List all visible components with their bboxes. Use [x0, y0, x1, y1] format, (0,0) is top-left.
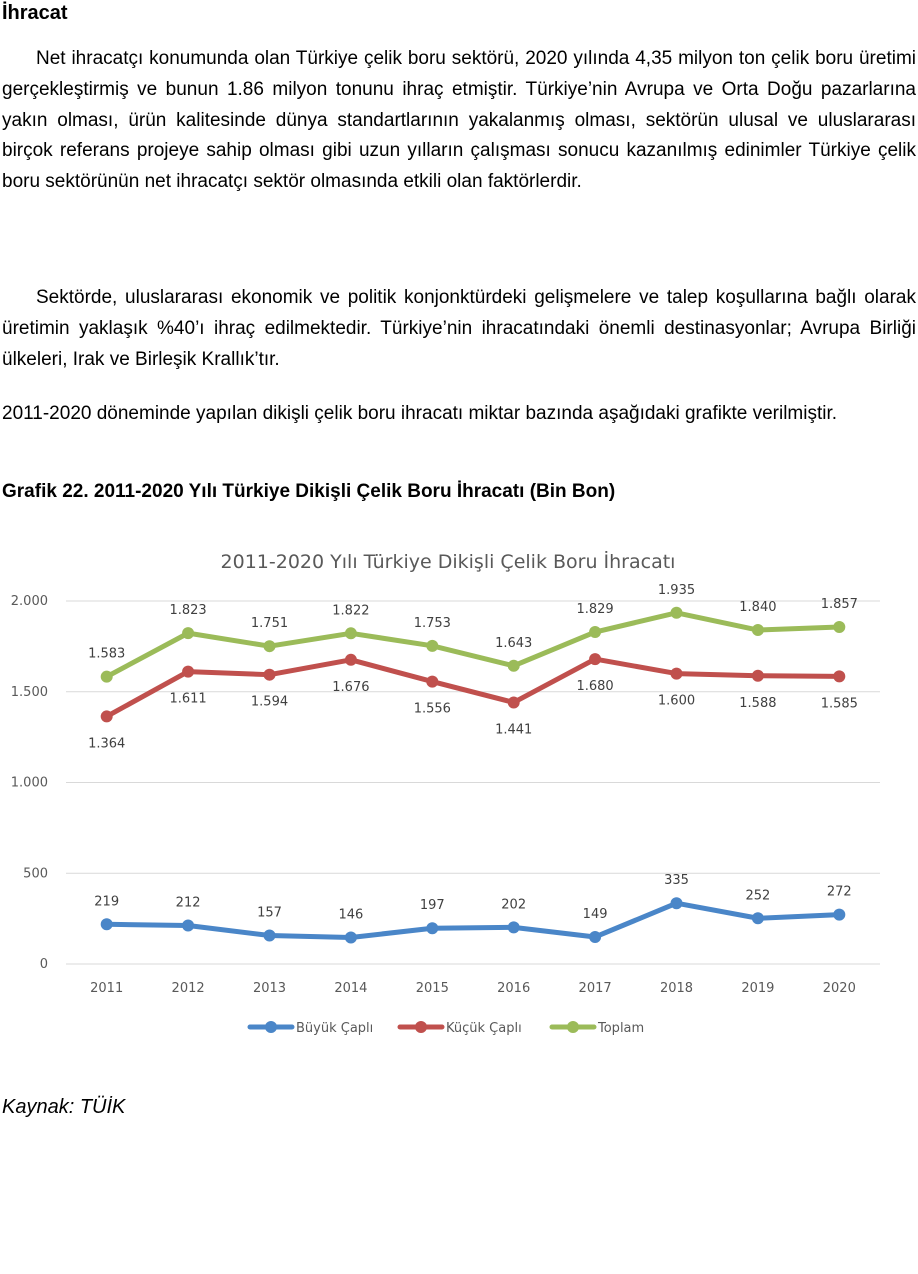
data-point-büyük-çaplı [100, 918, 113, 931]
data-point-büyük-çaplı [751, 912, 764, 925]
x-tick-label: 2013 [253, 981, 286, 996]
x-tick-label: 2018 [660, 981, 693, 996]
legend-marker-toplam [567, 1021, 579, 1033]
x-tick-label: 2012 [172, 981, 205, 996]
data-label-küçük-çaplı: 1.600 [658, 694, 695, 709]
legend-label-küçük-çaplı: Küçük Çaplı [446, 1021, 522, 1036]
data-point-büyük-çaplı [589, 930, 602, 943]
x-tick-label: 2014 [334, 981, 367, 996]
data-label-toplam: 1.583 [88, 647, 125, 662]
data-point-toplam [263, 640, 276, 653]
y-axis-ticks: 0 500 1.000 1.500 2.000 [11, 594, 48, 972]
data-point-toplam [751, 624, 764, 637]
legend-marker-küçük-çaplı [415, 1021, 427, 1033]
data-label-küçük-çaplı: 1.611 [169, 692, 206, 707]
data-point-büyük-çaplı [344, 931, 357, 944]
paragraph-1: Net ihracatçı konumunda olan Türkiye çel… [2, 48, 916, 193]
data-point-küçük-çaplı [751, 669, 764, 682]
series-line-toplam [104, 610, 842, 680]
x-tick-label: 2016 [497, 981, 530, 996]
x-axis-ticks: 2011 2012 2013 2014 2015 2016 2017 2018 2019 2020 [90, 981, 856, 996]
data-label-toplam: 1.822 [332, 603, 369, 618]
data-point-küçük-çaplı [833, 670, 846, 683]
data-point-toplam [589, 626, 602, 639]
line-chart: 2011-2020 Yılı Türkiye Dikişli Çelik Bor… [11, 550, 880, 1036]
figure-caption: Grafik 22. 2011-2020 Yılı Türkiye Dikişl… [2, 481, 616, 502]
legend: Büyük Çaplı Küçük Çaplı Toplam [247, 1021, 644, 1036]
data-label-küçük-çaplı: 1.585 [821, 696, 858, 711]
x-tick-label: 2015 [416, 981, 449, 996]
series-group [100, 606, 846, 944]
data-label-toplam: 1.857 [821, 597, 858, 612]
data-label-toplam: 1.829 [576, 602, 613, 617]
grid-lines [66, 600, 880, 965]
y-tick-label: 1.000 [11, 776, 48, 791]
legend-marker-büyük-çaplı [265, 1021, 277, 1033]
data-label-toplam: 1.840 [739, 600, 776, 615]
y-tick-label: 2.000 [11, 594, 48, 609]
data-point-büyük-çaplı [263, 929, 276, 942]
x-tick-label: 2017 [579, 981, 612, 996]
data-point-toplam [670, 606, 683, 619]
data-label-büyük-çaplı: 197 [420, 898, 445, 913]
paragraph-2: Sektörde, uluslararası ekonomik ve polit… [2, 287, 916, 370]
data-label-büyük-çaplı: 146 [338, 908, 363, 923]
chart-title: 2011-2020 Yılı Türkiye Dikişli Çelik Bor… [221, 550, 676, 573]
data-point-büyük-çaplı [426, 922, 439, 935]
data-label-küçük-çaplı: 1.364 [88, 736, 125, 751]
series-line-büyük-çaplı [104, 900, 842, 941]
data-label-küçük-çaplı: 1.594 [251, 695, 288, 710]
data-point-küçük-çaplı [182, 665, 195, 678]
data-point-küçük-çaplı [344, 653, 357, 666]
legend-label-büyük-çaplı: Büyük Çaplı [296, 1021, 373, 1036]
data-point-toplam [833, 620, 846, 633]
x-tick-label: 2020 [823, 981, 856, 996]
data-label-toplam: 1.643 [495, 636, 532, 651]
data-label-büyük-çaplı: 252 [745, 888, 770, 903]
data-point-küçük-çaplı [589, 653, 602, 666]
data-label-büyük-çaplı: 149 [583, 907, 608, 922]
data-label-küçük-çaplı: 1.441 [495, 722, 532, 737]
data-label-küçük-çaplı: 1.676 [332, 680, 369, 695]
data-point-küçük-çaplı [670, 667, 683, 680]
data-label-büyük-çaplı: 212 [176, 896, 201, 911]
y-tick-label: 500 [23, 866, 48, 881]
data-labels: 219 212 157 146 197 202 149 335 252 272 1.364 1.611… [88, 583, 858, 923]
data-point-büyük-çaplı [182, 919, 195, 932]
data-label-küçük-çaplı: 1.556 [414, 702, 451, 717]
paragraph-3: 2011-2020 döneminde yapılan dikişli çeli… [2, 403, 838, 424]
data-label-büyük-çaplı: 202 [501, 897, 526, 912]
data-label-toplam: 1.823 [169, 603, 206, 618]
data-point-küçük-çaplı [426, 675, 439, 688]
data-label-toplam: 1.935 [658, 583, 695, 598]
data-point-toplam [182, 627, 195, 640]
data-point-küçük-çaplı [507, 696, 520, 709]
data-label-küçük-çaplı: 1.680 [576, 679, 613, 694]
data-label-büyük-çaplı: 335 [664, 873, 689, 888]
data-point-toplam [344, 627, 357, 640]
section-title: İhracat [2, 2, 68, 24]
series-line-küçük-çaplı [104, 656, 842, 719]
x-tick-label: 2019 [741, 981, 774, 996]
data-label-büyük-çaplı: 157 [257, 906, 282, 921]
y-tick-label: 0 [40, 957, 48, 972]
data-point-büyük-çaplı [833, 908, 846, 921]
data-point-büyük-çaplı [507, 921, 520, 934]
data-point-büyük-çaplı [670, 897, 683, 910]
data-point-toplam [426, 639, 439, 652]
data-label-büyük-çaplı: 219 [94, 894, 119, 909]
legend-label-toplam: Toplam [597, 1021, 644, 1036]
data-label-toplam: 1.751 [251, 616, 288, 631]
y-tick-label: 1.500 [11, 685, 48, 700]
data-point-küçük-çaplı [263, 668, 276, 681]
data-point-toplam [507, 659, 520, 672]
data-label-küçük-çaplı: 1.588 [739, 696, 776, 711]
data-point-toplam [100, 670, 113, 683]
data-label-büyük-çaplı: 272 [827, 885, 852, 900]
source-note: Kaynak: TÜİK [2, 1096, 126, 1118]
data-label-toplam: 1.753 [414, 616, 451, 631]
data-point-küçük-çaplı [100, 710, 113, 723]
x-tick-label: 2011 [90, 981, 123, 996]
